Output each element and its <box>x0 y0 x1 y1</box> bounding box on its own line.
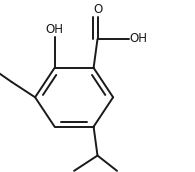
Text: OH: OH <box>46 23 64 36</box>
Text: OH: OH <box>130 33 148 45</box>
Text: O: O <box>93 3 102 16</box>
